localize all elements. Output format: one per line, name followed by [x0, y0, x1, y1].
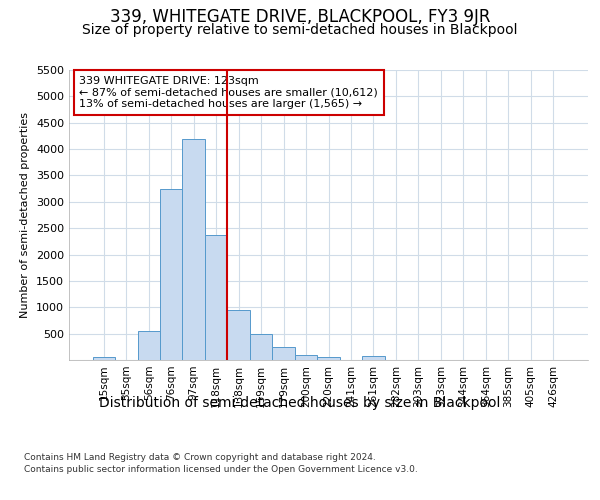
- Bar: [137, 331, 160, 360]
- Text: Size of property relative to semi-detached houses in Blackpool: Size of property relative to semi-detach…: [82, 23, 518, 37]
- Text: 339, WHITEGATE DRIVE, BLACKPOOL, FY3 9JR: 339, WHITEGATE DRIVE, BLACKPOOL, FY3 9JR: [110, 8, 490, 26]
- Bar: [205, 234, 227, 360]
- Text: Contains HM Land Registry data © Crown copyright and database right 2024.: Contains HM Land Registry data © Crown c…: [24, 453, 376, 462]
- Text: Distribution of semi-detached houses by size in Blackpool: Distribution of semi-detached houses by …: [100, 396, 500, 409]
- Bar: [92, 358, 115, 360]
- Bar: [362, 356, 385, 360]
- Bar: [272, 347, 295, 360]
- Bar: [227, 310, 250, 360]
- Bar: [250, 334, 272, 360]
- Bar: [182, 138, 205, 360]
- Bar: [295, 354, 317, 360]
- Bar: [317, 357, 340, 360]
- Text: Contains public sector information licensed under the Open Government Licence v3: Contains public sector information licen…: [24, 464, 418, 473]
- Text: 339 WHITEGATE DRIVE: 123sqm
← 87% of semi-detached houses are smaller (10,612)
1: 339 WHITEGATE DRIVE: 123sqm ← 87% of sem…: [79, 76, 378, 109]
- Y-axis label: Number of semi-detached properties: Number of semi-detached properties: [20, 112, 31, 318]
- Bar: [160, 188, 182, 360]
